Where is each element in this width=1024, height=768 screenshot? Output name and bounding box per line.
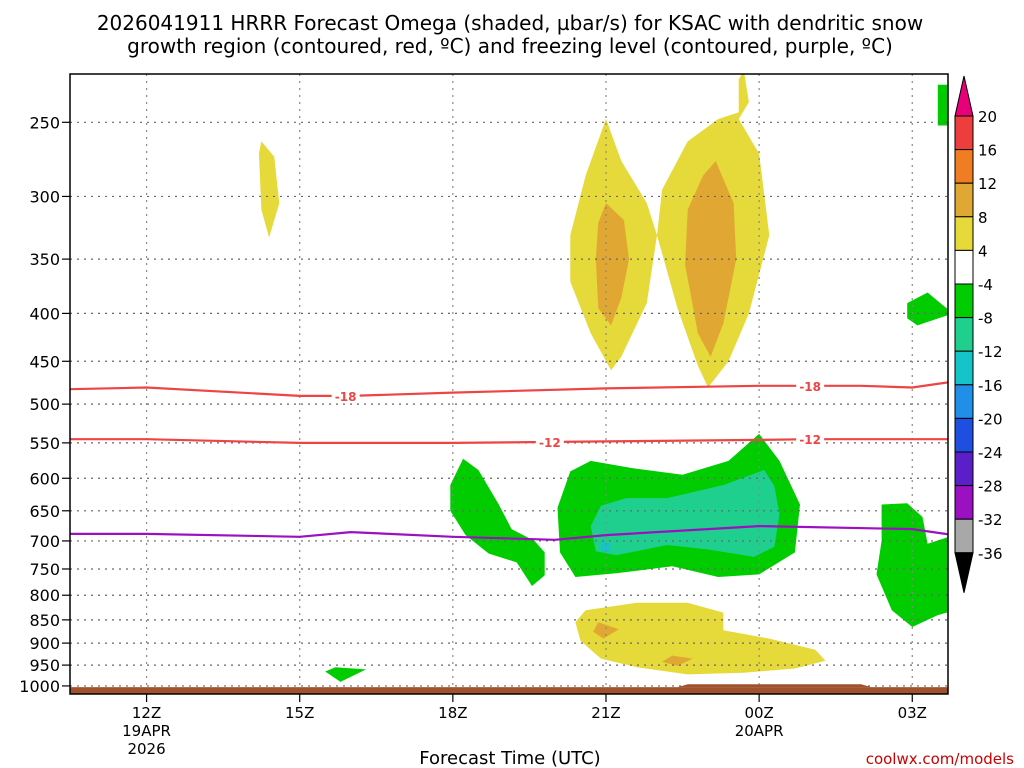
y-tick-label-600: 600 bbox=[29, 469, 60, 488]
x-tick-sublabel: 20APR bbox=[735, 722, 784, 740]
colorbar-band-13 bbox=[954, 518, 974, 554]
plot-frame bbox=[69, 73, 949, 695]
contour-label-bg bbox=[796, 431, 825, 447]
y-tick-label-500: 500 bbox=[29, 395, 60, 414]
colorbar-band-8 bbox=[954, 350, 974, 386]
colorbar-top-arrow bbox=[954, 75, 974, 117]
contour-minus12 bbox=[70, 438, 948, 444]
omega-region-7 bbox=[907, 292, 948, 326]
omega-region-11 bbox=[600, 540, 612, 554]
plot-area bbox=[70, 74, 974, 694]
colorbar-label: -24 bbox=[978, 444, 1003, 462]
colorbar-label: -20 bbox=[978, 410, 1003, 428]
colorbar-band-1 bbox=[954, 115, 974, 151]
x-tick-sublabel: 19APR bbox=[122, 722, 171, 740]
contour-label-minus18: -18 bbox=[799, 380, 821, 394]
y-tick-label-800: 800 bbox=[29, 586, 60, 605]
contour-label-minus18: -18 bbox=[335, 390, 357, 404]
y-tick-label-850: 850 bbox=[29, 611, 60, 630]
y-tick-label-450: 450 bbox=[29, 352, 60, 371]
colorbar-band-12 bbox=[954, 485, 974, 520]
y-tick-label-900: 900 bbox=[29, 634, 60, 653]
colorbar-label: -4 bbox=[978, 276, 993, 294]
omega-region-14 bbox=[575, 602, 826, 675]
omega-region-4 bbox=[595, 203, 629, 326]
colorbar-band-2 bbox=[954, 149, 974, 184]
y-tick-label-1000: 1000 bbox=[19, 677, 60, 696]
omega-region-13 bbox=[325, 667, 367, 682]
contour-minus18 bbox=[70, 381, 948, 397]
y-tick-label-300: 300 bbox=[29, 187, 60, 206]
x-tick-label-21Z: 21Z bbox=[591, 704, 620, 722]
colorbar: 20 16 12 8 4 -4 -8 -12 -16 -20 -24 -28 -32 -36 bbox=[954, 75, 1003, 593]
colorbar-label: -28 bbox=[978, 478, 1003, 496]
y-tick-label-950: 950 bbox=[29, 656, 60, 675]
grid-lines bbox=[70, 74, 948, 694]
contour-0 bbox=[70, 524, 948, 541]
colorbar-label: 8 bbox=[978, 209, 988, 227]
credit-text: coolwx.com/models bbox=[866, 750, 1014, 768]
x-tick-label-18Z: 18Z bbox=[438, 704, 467, 722]
contour-label-minus12: -12 bbox=[539, 436, 561, 450]
colorbar-band-5 bbox=[954, 249, 974, 285]
colorbar-label: -32 bbox=[978, 511, 1003, 529]
colorbar-label: -8 bbox=[978, 310, 993, 328]
colorbar-label: -16 bbox=[978, 377, 1003, 395]
contour-label-bg bbox=[535, 433, 564, 449]
contour-label-bg bbox=[331, 387, 360, 403]
colorbar-label: -12 bbox=[978, 343, 1003, 361]
omega-region-6 bbox=[937, 84, 948, 126]
terrain-bump bbox=[677, 684, 872, 688]
contour-label-bg bbox=[796, 377, 825, 393]
omega-region-15 bbox=[593, 622, 619, 639]
chart-title-line1: 2026041911 HRRR Forecast Omega (shaded, … bbox=[97, 11, 923, 35]
x-tick-label-15Z: 15Z bbox=[285, 704, 314, 722]
x-tick-label-03Z: 03Z bbox=[898, 704, 927, 722]
colorbar-label: 20 bbox=[978, 108, 997, 126]
y-tick-label-350: 350 bbox=[29, 250, 60, 269]
colorbar-band-3 bbox=[954, 182, 974, 218]
colorbar-band-7 bbox=[954, 317, 974, 352]
colorbar-band-4 bbox=[954, 216, 974, 251]
colorbar-label: 4 bbox=[978, 242, 988, 260]
y-tick-label-550: 550 bbox=[29, 434, 60, 453]
omega-shading bbox=[258, 74, 974, 682]
x-axis-label: Forecast Time (UTC) bbox=[419, 748, 600, 768]
colorbar-label: -36 bbox=[978, 545, 1003, 563]
omega-region-10 bbox=[590, 470, 780, 557]
omega-region-17 bbox=[948, 656, 974, 673]
x-tick-sublabel2: 2026 bbox=[127, 740, 165, 758]
omega-region-8 bbox=[450, 458, 545, 586]
colorbar-label: 12 bbox=[978, 175, 997, 193]
colorbar-label: 16 bbox=[978, 142, 997, 160]
colorbar-band-6 bbox=[954, 283, 974, 319]
colorbar-band-10 bbox=[954, 417, 974, 453]
contours bbox=[70, 381, 948, 541]
colorbar-bottom-arrow bbox=[954, 552, 974, 593]
contour-labels: -18 -18 -12 -12 bbox=[331, 377, 825, 450]
colorbar-band-9 bbox=[954, 384, 974, 419]
y-tick-label-650: 650 bbox=[29, 502, 60, 521]
y-tick-label-750: 750 bbox=[29, 560, 60, 579]
contour-label-minus12: -12 bbox=[799, 433, 821, 447]
y-tick-label-400: 400 bbox=[29, 304, 60, 323]
colorbar-band-11 bbox=[954, 451, 974, 487]
omega-region-16 bbox=[662, 655, 693, 666]
terrain-surface bbox=[70, 684, 948, 694]
y-tick-label-250: 250 bbox=[29, 113, 60, 132]
y-axis: 250 300 350 400 450 500 550 600 650 700 750 800 850 9… bbox=[19, 113, 70, 696]
omega-region-5 bbox=[685, 161, 737, 357]
x-tick-label-12Z: 12Z bbox=[132, 704, 161, 722]
y-tick-label-700: 700 bbox=[29, 532, 60, 551]
x-tick-label-00Z: 00Z bbox=[744, 704, 773, 722]
chart-title-line2: growth region (contoured, red, ºC) and f… bbox=[127, 34, 893, 58]
terrain-band bbox=[70, 687, 948, 694]
omega-region-1 bbox=[258, 141, 280, 238]
